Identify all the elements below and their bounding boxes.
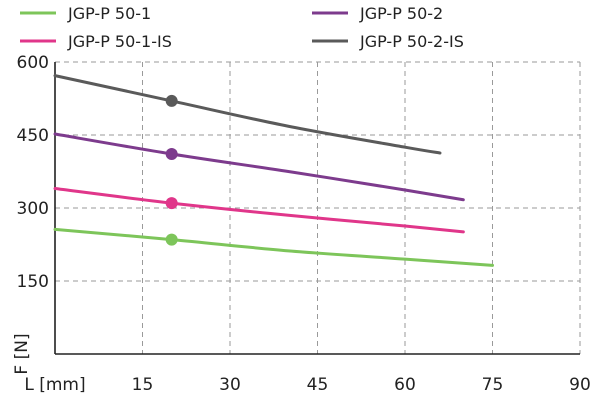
series-line-jgp-p-50-2-is	[53, 74, 442, 155]
x-tick-label: 75	[482, 375, 504, 395]
x-tick-label: 30	[219, 375, 241, 395]
y-tick-label: 600	[17, 53, 49, 73]
x-axis-label: L [mm]	[24, 375, 85, 395]
x-tick-label: 60	[394, 375, 416, 395]
series-marker-jgp-p-50-2-is	[165, 94, 178, 107]
legend-label-jgp-p-50-1: JGP-P 50-1	[67, 4, 151, 23]
axes	[54, 62, 580, 355]
x-tick-label: 90	[569, 375, 591, 395]
grid	[55, 61, 581, 354]
series-line-jgp-p-50-1	[53, 227, 494, 267]
y-tick-label: 300	[17, 199, 49, 219]
legend: JGP-P 50-1 JGP-P 50-2 JGP-P 50-1-IS JGP-P 5…	[20, 4, 464, 51]
legend-label-jgp-p-50-2: JGP-P 50-2	[359, 4, 443, 23]
series-marker-jgp-p-50-2	[165, 147, 178, 160]
y-tick-label: 150	[17, 272, 49, 292]
ticks: 150 300 450 600 15 30 45 60 75 90	[17, 53, 591, 395]
legend-label-jgp-p-50-1-is: JGP-P 50-1-IS	[67, 32, 172, 51]
series-marker-jgp-p-50-1	[165, 233, 178, 246]
x-tick-label: 45	[307, 375, 329, 395]
legend-label-jgp-p-50-2-is: JGP-P 50-2-IS	[359, 32, 464, 51]
series-group	[53, 74, 494, 267]
y-axis-label: F [N]	[12, 333, 32, 374]
series-line-jgp-p-50-2	[53, 132, 465, 202]
series-marker-jgp-p-50-1-is	[165, 197, 178, 210]
y-tick-label: 450	[17, 126, 49, 146]
x-tick-label: 15	[132, 375, 154, 395]
series-line-jgp-p-50-1-is	[53, 187, 465, 234]
